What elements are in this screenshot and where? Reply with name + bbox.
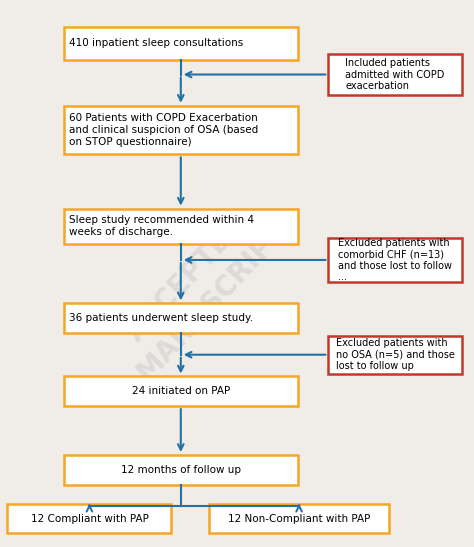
Text: Excluded patients with
no OSA (n=5) and those
lost to follow up: Excluded patients with no OSA (n=5) and … — [336, 338, 455, 371]
Text: Sleep study recommended within 4
weeks of discharge.: Sleep study recommended within 4 weeks o… — [69, 216, 254, 237]
Text: 12 Compliant with PAP: 12 Compliant with PAP — [30, 514, 148, 523]
Text: 60 Patients with COPD Exacerbation
and clinical suspicion of OSA (based
on STOP : 60 Patients with COPD Exacerbation and c… — [69, 113, 258, 147]
FancyBboxPatch shape — [209, 504, 389, 533]
FancyBboxPatch shape — [8, 504, 172, 533]
Text: Included patients
admitted with COPD
exacerbation: Included patients admitted with COPD exa… — [346, 58, 445, 91]
FancyBboxPatch shape — [328, 238, 462, 282]
Text: 24 initiated on PAP: 24 initiated on PAP — [132, 386, 230, 396]
FancyBboxPatch shape — [64, 455, 298, 485]
FancyBboxPatch shape — [64, 303, 298, 333]
FancyBboxPatch shape — [328, 54, 462, 95]
Text: 12 months of follow up: 12 months of follow up — [121, 465, 241, 475]
Text: 12 Non-Compliant with PAP: 12 Non-Compliant with PAP — [228, 514, 370, 523]
FancyBboxPatch shape — [64, 208, 298, 244]
FancyBboxPatch shape — [64, 27, 298, 60]
FancyBboxPatch shape — [64, 376, 298, 406]
FancyBboxPatch shape — [328, 336, 462, 374]
Text: ACCEPTED
MANUSCRIPT: ACCEPTED MANUSCRIPT — [107, 194, 292, 386]
Text: 410 inpatient sleep consultations: 410 inpatient sleep consultations — [69, 38, 244, 48]
Text: 36 patients underwent sleep study.: 36 patients underwent sleep study. — [69, 313, 253, 323]
FancyBboxPatch shape — [64, 106, 298, 154]
Text: Excluded patients with
comorbid CHF (n=13)
and those lost to follow
...: Excluded patients with comorbid CHF (n=1… — [338, 237, 452, 282]
